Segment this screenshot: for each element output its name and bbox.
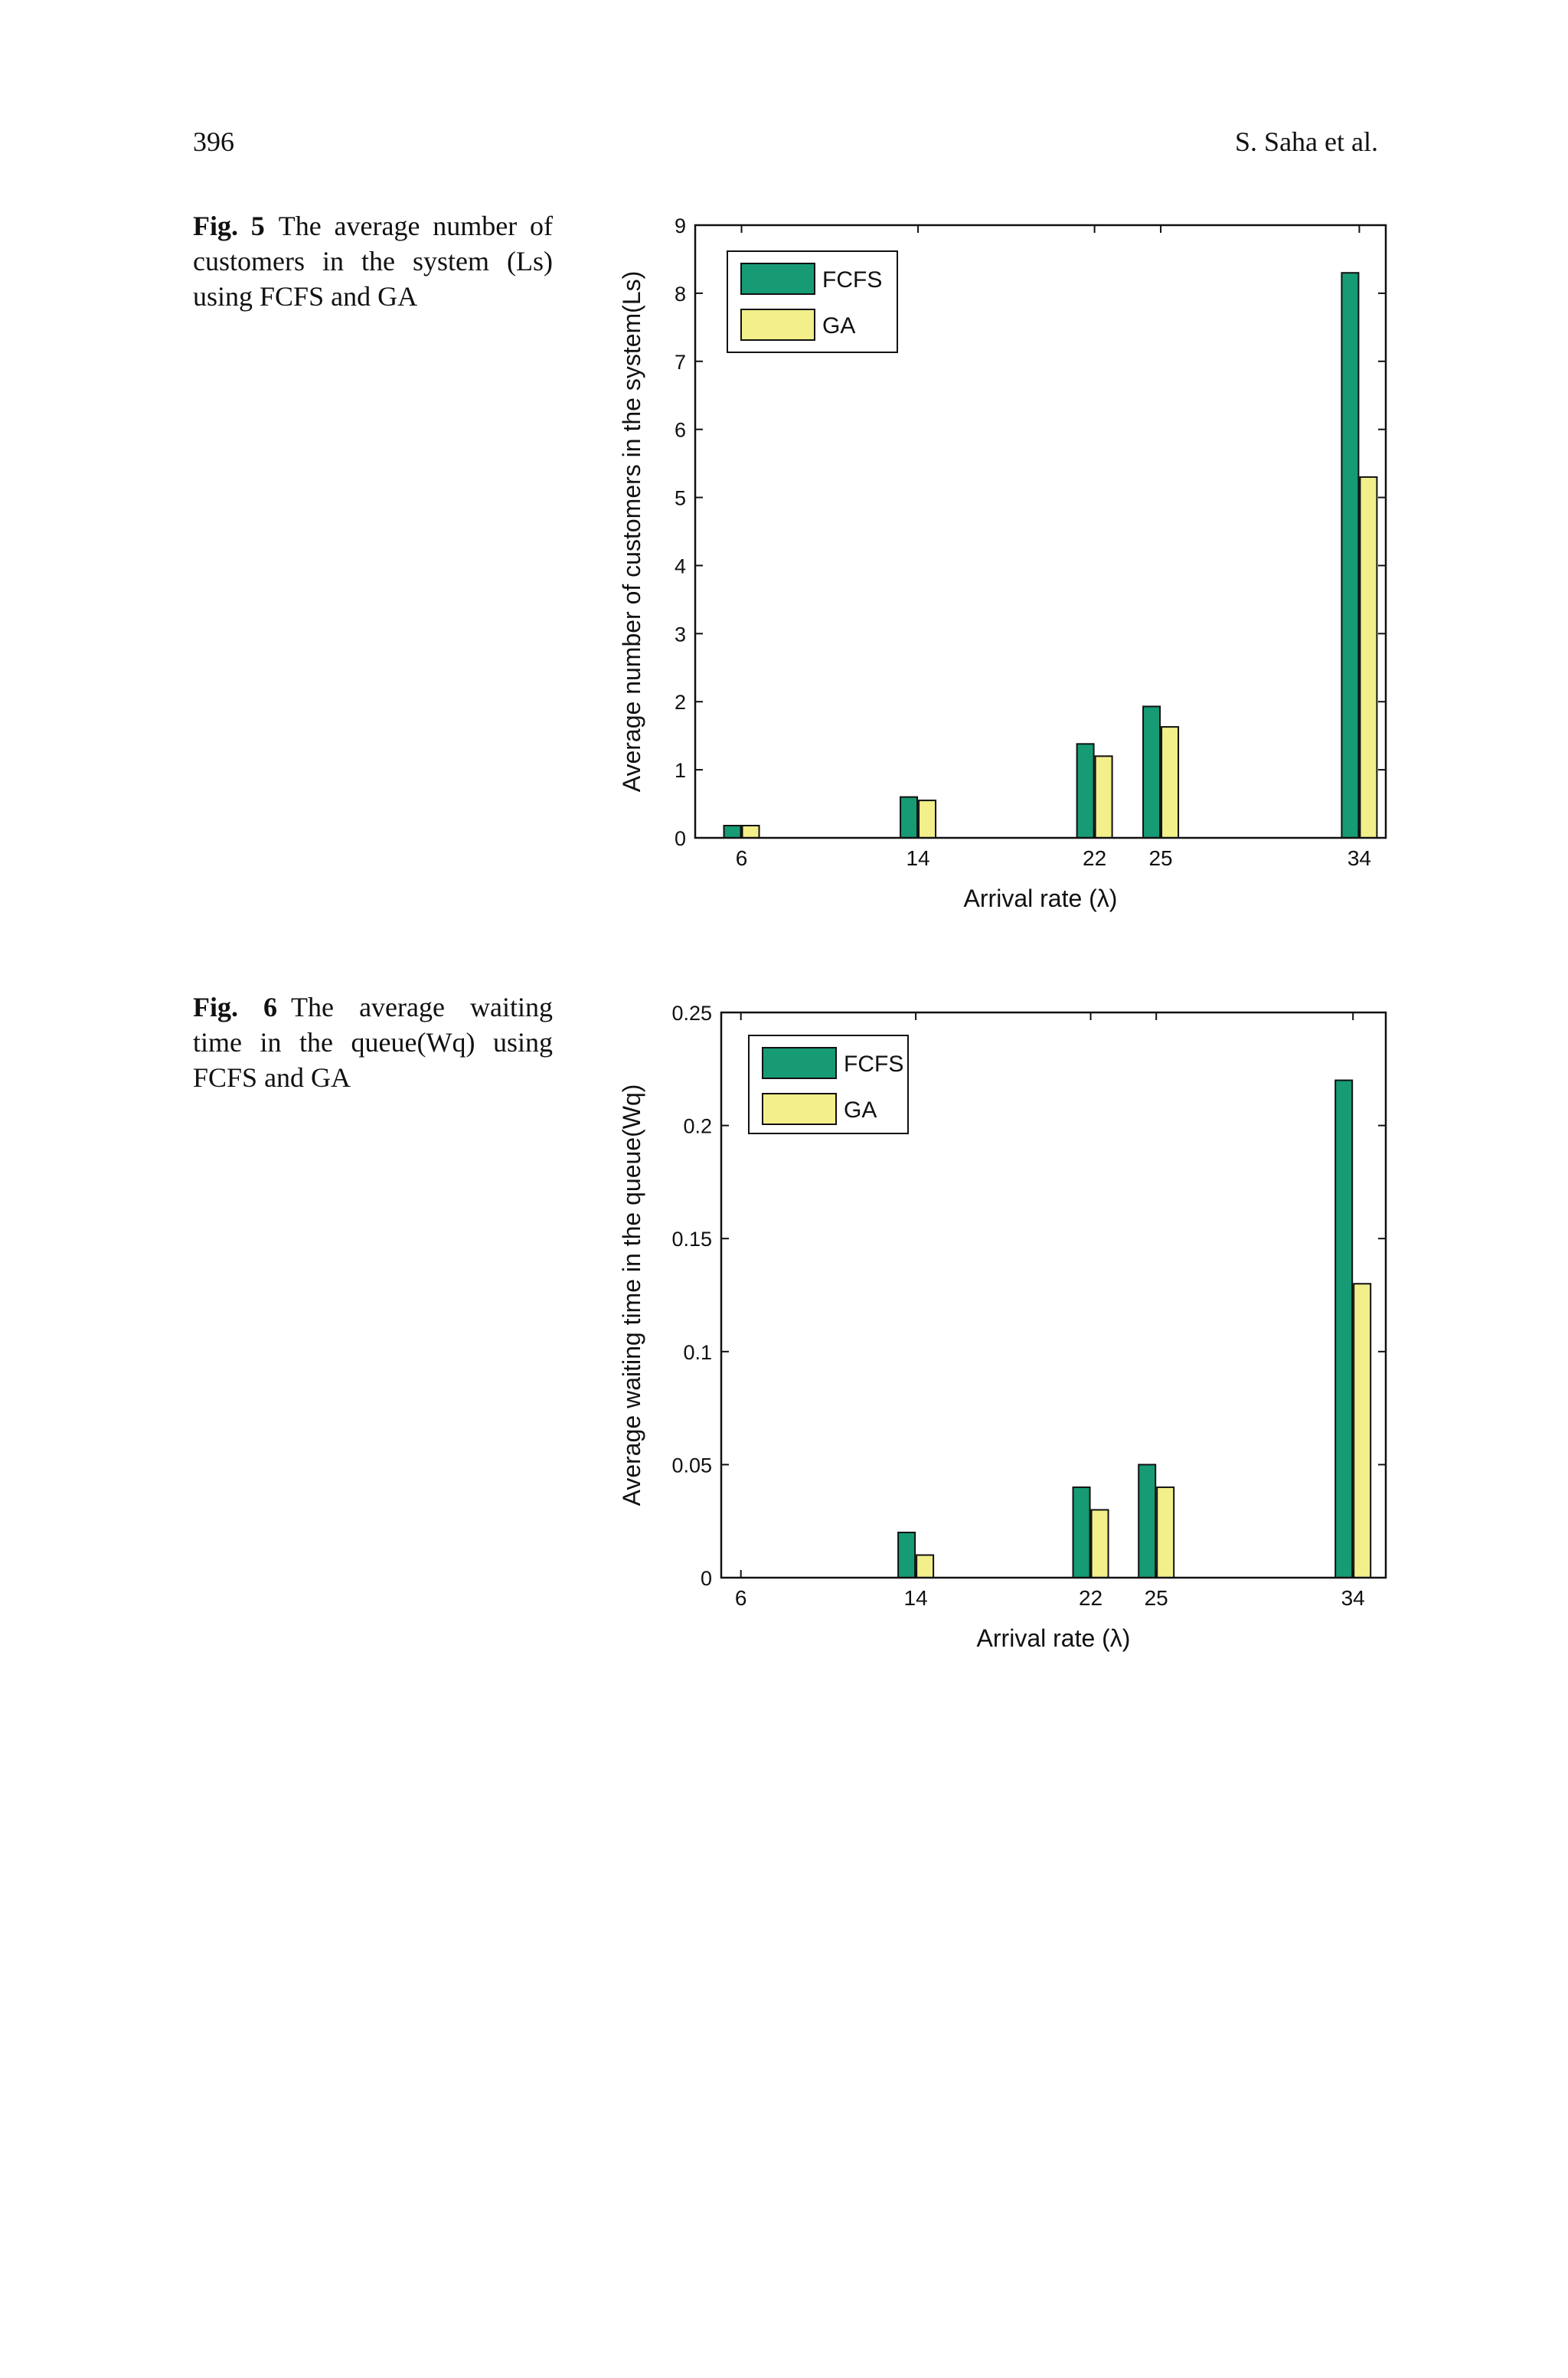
y-tick-label: 0: [701, 1567, 712, 1590]
legend-swatch-fcfs: [762, 1047, 837, 1079]
x-tick-label: 25: [1148, 846, 1172, 870]
bar-fcfs-22: [1072, 1486, 1091, 1578]
bar-ga-22: [1094, 755, 1113, 839]
bar-fcfs-34: [1334, 1079, 1354, 1578]
bar-ga-14: [916, 1554, 935, 1578]
y-tick-label: 0: [675, 827, 686, 850]
y-axis-label: Average waiting time in the queue(Wq): [618, 1084, 645, 1506]
figure-5-caption: Fig. 5 The average number of customers in…: [193, 208, 553, 314]
legend-label-fcfs: FCFS: [844, 1052, 903, 1077]
figure-5-label: Fig. 5: [193, 211, 265, 241]
x-axis-label: Arrival rate (λ): [977, 1624, 1131, 1652]
bar-ga-25: [1161, 726, 1180, 839]
y-axis-label: Average number of customers in the syste…: [618, 271, 645, 793]
bar-fcfs-25: [1138, 1464, 1157, 1579]
y-tick-label: 6: [675, 419, 686, 442]
y-tick-label: 3: [675, 623, 686, 646]
plot-frame: [694, 224, 1387, 839]
bar-fcfs-14: [897, 1531, 916, 1579]
bar-fcfs-22: [1076, 743, 1095, 839]
bar-ga-34: [1359, 476, 1378, 839]
y-tick-label: 0.1: [683, 1341, 712, 1364]
plot-frame: [720, 1011, 1387, 1579]
y-tick-label: 0.05: [671, 1454, 712, 1477]
y-tick-label: 4: [675, 554, 686, 577]
page-number: 396: [193, 126, 234, 157]
y-tick-label: 1: [675, 759, 686, 782]
bar-fcfs-34: [1341, 272, 1360, 839]
figure-6-label: Fig. 6: [193, 992, 278, 1022]
bar-ga-25: [1156, 1486, 1175, 1578]
legend-swatch-ga: [740, 309, 815, 341]
legend-label-fcfs: FCFS: [822, 267, 882, 293]
figure-5-caption-text: The average number of customers in the s…: [193, 211, 554, 312]
bar-ga-22: [1090, 1509, 1109, 1578]
x-tick-label: 6: [736, 846, 748, 870]
figure-6-caption-text: The average waiting time in the queue(Wq…: [193, 992, 553, 1093]
bar-ga-14: [918, 800, 937, 839]
bar-fcfs-25: [1142, 705, 1161, 839]
y-tick-label: 8: [675, 283, 686, 306]
x-tick-label: 14: [906, 846, 929, 870]
x-tick-label: 22: [1079, 1586, 1102, 1610]
bar-ga-6: [741, 825, 760, 839]
legend-swatch-fcfs: [740, 263, 815, 295]
x-tick-label: 14: [904, 1586, 928, 1610]
y-tick-label: 0.2: [683, 1115, 712, 1138]
figure-6-chart: 0 0.05 0.1 0.15 0.2 0.25 6 14 22 25 34 Arrival rate…: [618, 1002, 1387, 1652]
x-tick-label: 25: [1145, 1586, 1168, 1610]
legend-swatch-ga: [762, 1093, 837, 1125]
y-tick-label: 0.25: [671, 1002, 712, 1025]
legend-label-ga: GA: [822, 313, 855, 339]
x-tick-label: 34: [1341, 1586, 1365, 1610]
x-axis-label: Arrival rate (λ): [964, 885, 1118, 912]
bar-ga-34: [1353, 1283, 1372, 1578]
x-tick-label: 22: [1083, 846, 1106, 870]
y-tick-label: 0.15: [671, 1228, 712, 1251]
y-tick-label: 2: [675, 691, 686, 714]
y-tick-label: 5: [675, 487, 686, 510]
bar-fcfs-14: [900, 796, 919, 839]
running-head: S. Saha et al.: [1235, 126, 1378, 157]
bar-fcfs-6: [723, 825, 742, 839]
x-tick-label: 6: [735, 1586, 747, 1610]
figure-6-caption: Fig. 6 The average waiting time in the qu…: [193, 989, 553, 1095]
y-tick-label: 9: [675, 214, 686, 237]
y-tick-label: 7: [675, 351, 686, 374]
x-tick-label: 34: [1348, 846, 1371, 870]
legend-label-ga: GA: [844, 1097, 877, 1123]
